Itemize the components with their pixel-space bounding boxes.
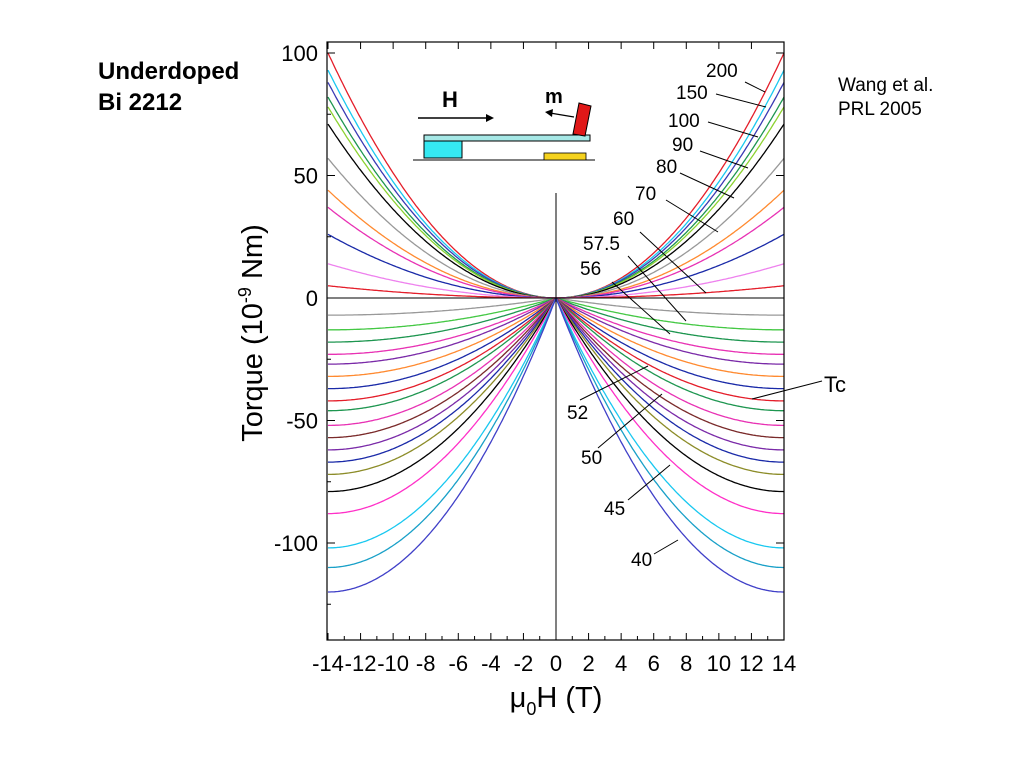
- annotation-leader-52: [579, 365, 649, 401]
- annotation-leader-40: [653, 539, 679, 555]
- annotation-label-100: 100: [668, 111, 700, 132]
- x-tick-label-12: 12: [739, 651, 763, 676]
- axis-ticks: -14 -12 -10 -8 -6 -4 -2 0 2 4 6 8 10 12 14100500-50-10…: [274, 41, 796, 676]
- moment-label: m: [545, 86, 563, 108]
- x-tick-label-4: 4: [615, 651, 627, 676]
- x-tick-label--14: -14: [312, 651, 344, 676]
- annotation-leader-70: [665, 199, 719, 233]
- annotation-label-45: 45: [604, 499, 625, 520]
- reference-line-2: PRL 2005: [838, 99, 922, 120]
- y-axis-label-unit: Nm): [237, 224, 269, 287]
- x-axis-label-subscript: 0: [526, 699, 536, 719]
- x-tick-label-0: 0: [550, 651, 562, 676]
- annotation-leader-150: [715, 93, 767, 108]
- y-tick-label--100: -100: [274, 531, 318, 556]
- x-axis-label-rest: H (T): [536, 682, 602, 714]
- annotation-label-40: 40: [631, 550, 652, 571]
- x-tick-label-6: 6: [648, 651, 660, 676]
- moment-arrow: [549, 112, 575, 118]
- y-tick-label-0: 0: [306, 286, 318, 311]
- x-tick-label-10: 10: [707, 651, 731, 676]
- reference-line-1: Wang et al.: [838, 75, 934, 96]
- field-label: H: [442, 87, 458, 112]
- y-tick-label-50: 50: [294, 164, 318, 189]
- sample-title: Underdoped Bi 2212: [98, 56, 239, 118]
- x-tick-label--4: -4: [481, 651, 501, 676]
- annotation-leader-90: [699, 150, 749, 169]
- annotation-label-80: 80: [656, 157, 677, 178]
- cantilever-base: [423, 140, 463, 159]
- annotation-label-50: 50: [581, 448, 602, 469]
- annotation-leader-200: [744, 81, 766, 93]
- annotation-leader-60: [639, 231, 707, 294]
- annotation-leader-45: [627, 464, 671, 501]
- annotation-label-60: 60: [613, 209, 634, 230]
- x-tick-label--2: -2: [514, 651, 534, 676]
- x-axis-label-mu: μ: [510, 682, 527, 714]
- annotation-label-Tc: Tc: [824, 372, 846, 397]
- annotation-label-57.5: 57.5: [583, 234, 620, 255]
- moment-arrowhead: [545, 109, 553, 117]
- x-tick-label--8: -8: [416, 651, 436, 676]
- x-tick-label--6: -6: [449, 651, 469, 676]
- annotation-leader-50: [597, 393, 663, 449]
- y-tick-label--50: -50: [286, 409, 318, 434]
- sample-title-line-2: Bi 2212: [98, 89, 183, 116]
- capacitor-pad: [543, 152, 587, 161]
- x-tick-label--12: -12: [345, 651, 377, 676]
- y-tick-label-100: 100: [281, 41, 318, 66]
- reference-citation: Wang et al. PRL 2005: [838, 74, 933, 122]
- annotation-leader-100: [707, 121, 759, 138]
- sample-crystal: [572, 102, 592, 137]
- annotation-label-90: 90: [672, 135, 693, 156]
- annotation-label-70: 70: [635, 184, 656, 205]
- annotation-leader-57.5: [627, 255, 687, 322]
- x-tick-label-14: 14: [772, 651, 796, 676]
- x-axis-label: μ0H (T): [510, 682, 603, 719]
- sample-title-line-1: Underdoped: [98, 58, 240, 85]
- annotation-label-56: 56: [580, 259, 601, 280]
- y-axis-label-text: Torque (10: [237, 303, 269, 442]
- plot-frame: [326, 41, 785, 641]
- x-tick-label-2: 2: [582, 651, 594, 676]
- annotation-label-52: 52: [567, 403, 588, 424]
- y-axis-label-exponent: -9: [235, 287, 255, 303]
- x-tick-label--10: -10: [377, 651, 409, 676]
- cantilever-beam: [423, 134, 591, 142]
- x-tick-label-8: 8: [680, 651, 692, 676]
- annotation-leader-56: [611, 281, 671, 335]
- cantilever-schematic: H m: [413, 86, 595, 161]
- y-axis-label: Torque (10-9 Nm): [235, 224, 269, 442]
- field-arrowhead: [486, 114, 494, 122]
- annotation-leader-80: [679, 172, 735, 199]
- annotation-label-200: 200: [706, 61, 738, 82]
- annotation-leader-Tc: [751, 380, 823, 400]
- annotation-label-150: 150: [676, 83, 708, 104]
